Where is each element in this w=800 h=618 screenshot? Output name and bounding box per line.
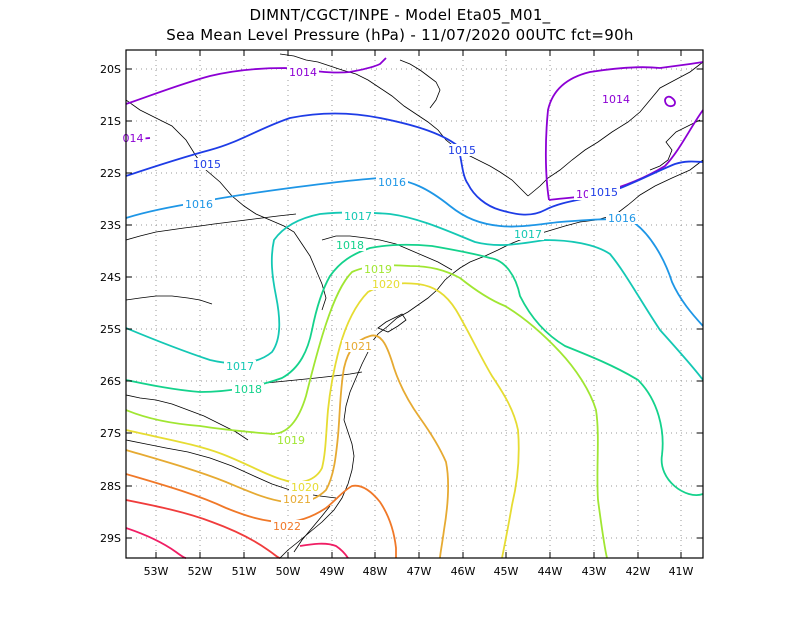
contour-label-1017: 1017 (344, 210, 372, 223)
lon-label: 42W (626, 565, 651, 578)
lon-label: 43W (582, 565, 607, 578)
contour-label-bg (120, 132, 146, 144)
contour-label-1019: 1019 (364, 263, 392, 276)
lon-label: 44W (538, 565, 563, 578)
contour-label-1016: 1016 (378, 176, 406, 189)
isobar-1019-main (125, 264, 608, 559)
contour-label-1015: 1015 (590, 186, 618, 199)
contour-label-bg (287, 66, 319, 78)
lat-label: 29S (100, 532, 121, 545)
contour-label-bg (342, 210, 374, 222)
contour-label-1014: 1014 (289, 66, 317, 79)
contour-label-bg (224, 360, 256, 372)
contour-label-bg (588, 186, 620, 198)
contour-label-1017: 1017 (514, 228, 542, 241)
contour-label-1018: 1018 (234, 383, 262, 396)
isobar-1022-main (125, 473, 397, 558)
contour-label-1015: 1015 (448, 144, 476, 157)
contour-label-1018: 1018 (336, 239, 364, 252)
contour-label-bg (376, 176, 408, 188)
river-parana (125, 99, 327, 311)
lat-label: 24S (100, 271, 121, 284)
contour-label-1014: 1014 (602, 93, 630, 106)
lat-label: 25S (100, 323, 121, 336)
chart-title: DIMNT/CGCT/INPE - Model Eta05_M01_ (249, 6, 551, 24)
isobars (125, 57, 704, 559)
lon-label: 52W (188, 565, 213, 578)
isobar-1024-southeast (299, 542, 349, 559)
isobar-1020-main (125, 282, 520, 559)
bay-guanabara (649, 119, 701, 171)
state-border-mg-rj (527, 61, 704, 197)
isobar-1024-main (125, 527, 187, 559)
lon-label: 45W (494, 565, 519, 578)
lon-label: 41W (669, 565, 694, 578)
contour-label-1021: 1021 (344, 340, 372, 353)
lat-label: 27S (100, 427, 121, 440)
lon-label: 47W (407, 565, 432, 578)
contour-label-bg (289, 481, 321, 493)
contour-label-bg (275, 434, 307, 446)
ms-border (125, 213, 297, 241)
lon-label: 50W (276, 565, 301, 578)
lon-label: 53W (144, 565, 169, 578)
contour-label-bg (446, 144, 478, 156)
lat-label: 21S (100, 115, 121, 128)
contour-label-1020: 1020 (372, 278, 400, 291)
contour-label-bg (281, 493, 313, 505)
rio-sao-francisco (399, 59, 441, 109)
isobar-1018-main (125, 243, 704, 496)
map-frame (125, 49, 704, 559)
contour-label-bg (232, 383, 264, 395)
contour-label-1014: 014 (123, 132, 144, 145)
lon-label: 51W (232, 565, 257, 578)
isobar-1014-northwest (125, 57, 387, 105)
contour-label-bg (271, 520, 303, 532)
contour-label-1016: 1016 (608, 212, 636, 225)
lat-label: 26S (100, 375, 121, 388)
lat-label: 20S (100, 63, 121, 76)
contour-label-1015: 1015 (193, 158, 221, 171)
isobar-1021-main (125, 334, 450, 559)
contour-label-1022: 1022 (273, 520, 301, 533)
axes: 20S 21S 22S 23S 24S 25S 26S 27S 28S 29S 53W 52W 51W 5… (100, 50, 703, 578)
lat-label: 22S (100, 167, 121, 180)
state-border-sp-pr (321, 235, 453, 271)
contour-label-bg (600, 93, 632, 105)
contour-label-bg (606, 212, 638, 224)
contour-label-1021: 1021 (283, 493, 311, 506)
lagoa-dos-patos (293, 505, 331, 553)
island-florianopolis (377, 313, 407, 333)
isobar-1014-northeast (544, 61, 704, 201)
contour-label-bg (342, 340, 374, 352)
isobar-1014-small-oval (664, 95, 676, 108)
contour-label-bg (362, 263, 394, 275)
state-border-mg-sp (279, 53, 529, 197)
chart-subtitle: Sea Mean Level Pressure (hPa) - 11/07/20… (166, 26, 634, 44)
lon-label: 46W (451, 565, 476, 578)
contour-label-bg (191, 158, 223, 170)
contour-labels: 1014014101410141015101510151016101610161… (120, 66, 638, 533)
isobar-1016-main (125, 177, 704, 327)
lon-label: 48W (363, 565, 388, 578)
lat-label: 23S (100, 219, 121, 232)
coastline-borders (125, 53, 704, 559)
lon-label: 49W (320, 565, 345, 578)
contour-label-1016: 1016 (185, 198, 213, 211)
contour-label-bg (334, 239, 366, 251)
contour-label-1019: 1019 (277, 434, 305, 447)
isobar-1017-main (125, 211, 704, 381)
lat-label: 28S (100, 480, 121, 493)
paraguay-border (125, 295, 213, 305)
contour-label-1020: 1020 (291, 481, 319, 494)
isobar-1023-main (125, 499, 281, 559)
contour-label-1017: 1017 (226, 360, 254, 373)
contour-label-bg (183, 198, 215, 210)
contour-label-bg (370, 278, 402, 290)
contour-label-bg (512, 228, 544, 240)
